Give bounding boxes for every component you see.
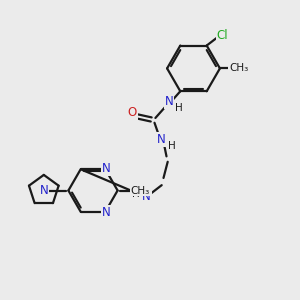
Text: H: H	[132, 189, 140, 199]
Text: N: N	[39, 184, 48, 197]
Text: N: N	[165, 95, 174, 108]
Text: N: N	[142, 190, 151, 203]
Text: Cl: Cl	[216, 29, 228, 42]
Text: O: O	[128, 106, 137, 119]
Text: CH₃: CH₃	[229, 63, 248, 74]
Text: N: N	[157, 133, 166, 146]
Text: H: H	[175, 103, 183, 113]
Text: N: N	[101, 206, 110, 219]
Text: H: H	[168, 141, 176, 151]
Text: N: N	[101, 162, 110, 175]
Text: CH₃: CH₃	[130, 185, 150, 196]
